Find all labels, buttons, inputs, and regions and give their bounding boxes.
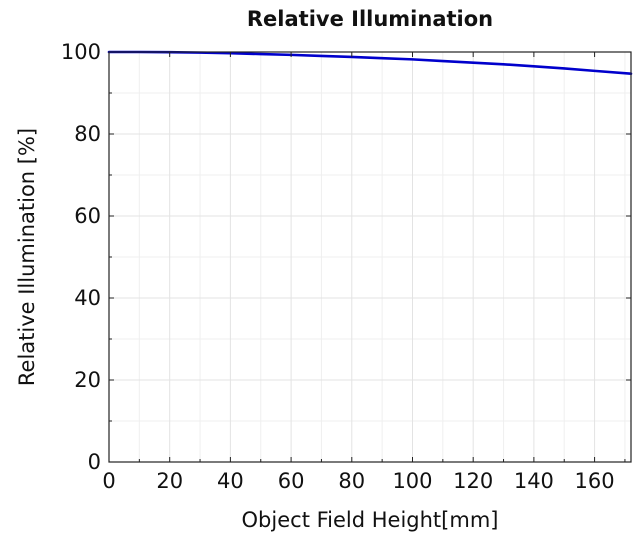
ticks: 0 20 40 60 80 100 120 140 160 0 20 40 60 80 100: [61, 40, 631, 493]
x-tick-label: 120: [453, 469, 493, 493]
y-tick-label: 100: [61, 40, 101, 64]
x-tick-label: 80: [338, 469, 365, 493]
y-axis-label: Relative Illumination [%]: [15, 128, 39, 386]
chart-title: Relative Illumination: [247, 7, 493, 31]
x-tick-label: 40: [217, 469, 244, 493]
y-tick-label: 40: [74, 286, 101, 310]
x-tick-label: 100: [392, 469, 432, 493]
y-tick-label: 0: [88, 450, 101, 474]
x-tick-label: 0: [102, 469, 115, 493]
y-tick-label: 80: [74, 122, 101, 146]
x-tick-label: 140: [514, 469, 554, 493]
x-tick-label: 160: [575, 469, 615, 493]
x-tick-label: 20: [156, 469, 183, 493]
grid: [109, 52, 631, 462]
y-tick-label: 60: [74, 204, 101, 228]
series-line: [107, 50, 633, 76]
y-tick-label: 20: [74, 368, 101, 392]
x-axis-label: Object Field Height[mm]: [242, 508, 499, 532]
x-tick-label: 60: [278, 469, 305, 493]
series-layer: [107, 50, 633, 76]
